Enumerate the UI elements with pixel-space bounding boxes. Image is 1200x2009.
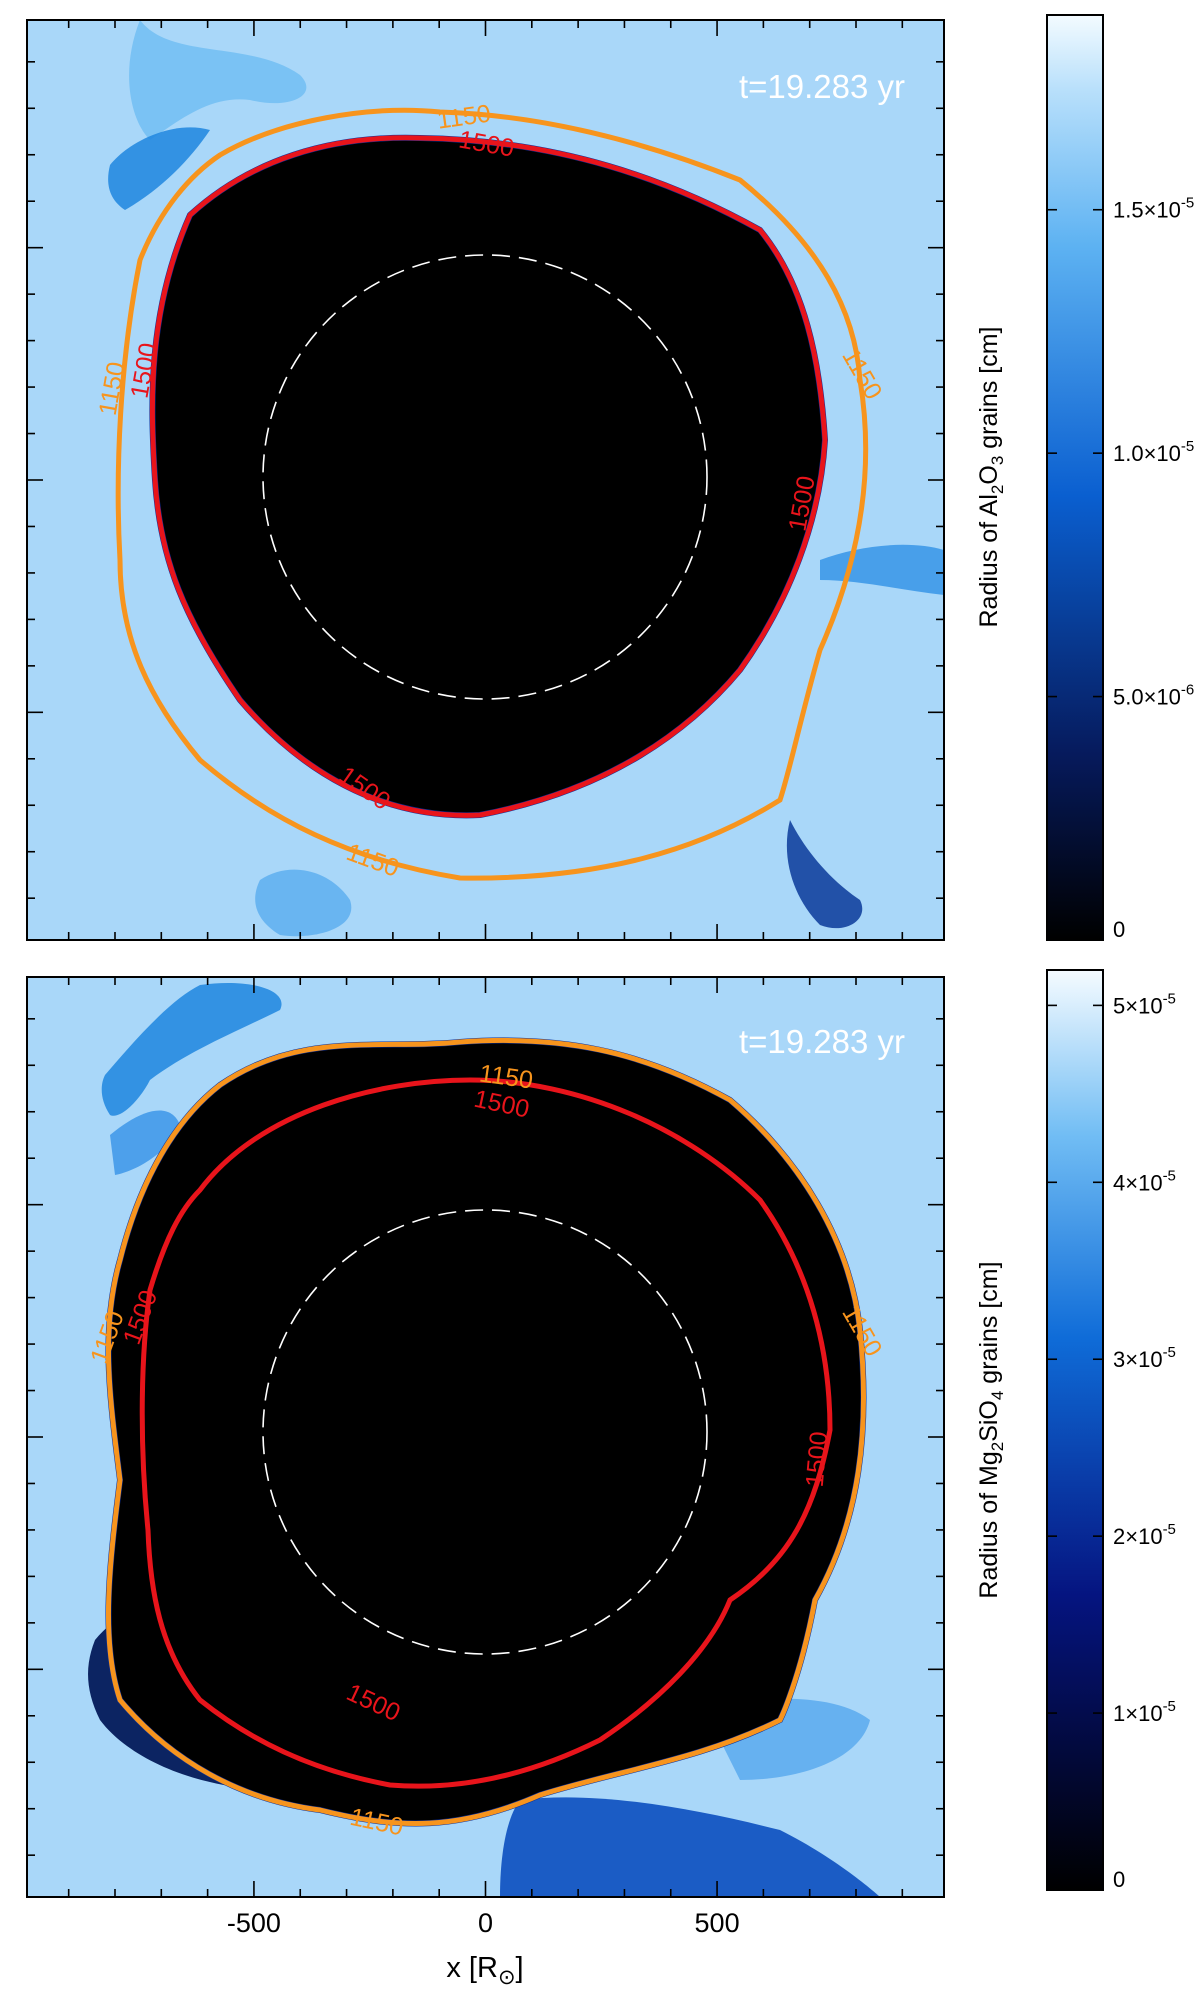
colorbar-bottom-title: Radius of Mg2SiO4 grains [cm] [975,1261,1007,1598]
outflow-plume [110,1110,180,1175]
colorbar-tick-label: 1.0×10-5 [1113,438,1194,466]
outflow-plume [101,982,282,1116]
dashed-circle [262,254,708,700]
colorbar-bottom-gradient [1046,969,1104,1891]
outflow-plume [500,1797,880,1897]
time-label: t=19.283 yr [739,68,905,105]
x-tick-label: 0 [478,1908,493,1938]
contour-1500 [139,1077,833,1789]
colorbar-tick-label: 4×10-5 [1113,1167,1176,1195]
x-axis-label: x [R⊙] [446,1952,523,1989]
x-tick-label: 500 [695,1908,740,1938]
colorbar-top-gradient [1046,14,1104,941]
outflow-plume [108,127,210,210]
contour-1150 [115,107,869,881]
colorbar-top-title: Radius of Al2O3 grains [cm] [975,326,1007,627]
colorbar-top: 0 5.0×10-6 1.0×10-5 1.5×10-5 Radius of Al2O… [975,14,1194,942]
outflow-plume [786,820,863,929]
panel-bottom: t=19.283 yr 1150 1500 1150 1500 1150 150… [26,976,945,1898]
colorbar-tick-label: 1.5×10-5 [1113,195,1194,223]
colorbar-tick-label: 2×10-5 [1113,1521,1176,1549]
outflow-plume [255,869,352,937]
contour-1150 [105,1037,867,1827]
contour-1500 [149,135,828,818]
axis-ticks [27,977,944,1897]
outflow-plume [129,20,307,140]
x-tick-label: -500 [227,1908,281,1938]
time-label: t=19.283 yr [739,1023,905,1060]
contour-label-1500: 1500 [801,1430,834,1488]
colorbar-ticks: 0 1×10-5 2×10-5 3×10-5 4×10-5 5×10-5 [1047,990,1176,1892]
colorbar-ticks: 0 5.0×10-6 1.0×10-5 1.5×10-5 [1047,195,1194,942]
colorbar-tick-label: 5×10-5 [1113,990,1176,1018]
dashed-circle [262,1209,708,1655]
colorbar-tick-label: 0 [1113,1867,1125,1892]
colorbar-bottom: 0 1×10-5 2×10-5 3×10-5 4×10-5 5×10-5 Radius o… [975,969,1176,1892]
colorbar-tick-label: 3×10-5 [1113,1344,1176,1372]
colorbar-tick-label: 0 [1113,917,1125,942]
panel-top: t=19.283 yr 1150 1500 1150 1500 1150 150… [26,19,945,941]
colorbar-tick-label: 1×10-5 [1113,1698,1176,1726]
colorbar-tick-label: 5.0×10-6 [1113,682,1194,710]
x-tick-labels: -500 0 500 [227,1908,740,1938]
dust-free-cavity [105,1037,867,1827]
axis-ticks [27,20,944,940]
